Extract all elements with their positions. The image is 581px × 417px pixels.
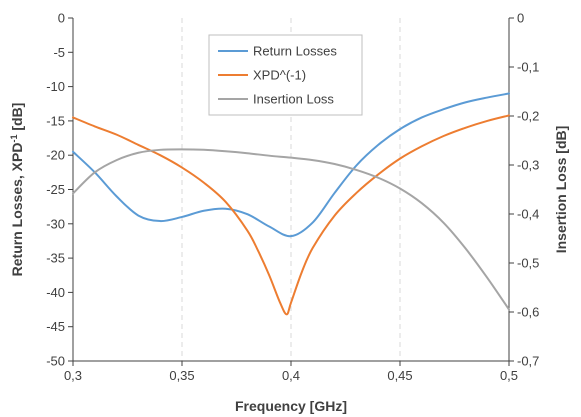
legend-label: XPD^(-1) — [253, 68, 306, 83]
y-axis-left-title-prefix: Return Losses, XPD — [9, 143, 25, 277]
y-left-tick-label: -40 — [46, 285, 65, 300]
y-left-tick-label: 0 — [58, 11, 65, 26]
legend-label: Return Losses — [253, 44, 337, 59]
series-line-insertion-loss — [72, 148, 510, 311]
y-left-tick-label: -30 — [46, 216, 65, 231]
y-right-tick-label: -0,2 — [517, 109, 539, 124]
y-axis-left-title-suffix: [dB] — [9, 103, 25, 135]
y-right-tick-label: -0,4 — [517, 207, 539, 222]
x-tick-label: 0,45 — [387, 368, 412, 383]
y-right-tick-label: -0,6 — [517, 305, 539, 320]
y-left-tick-label: -50 — [46, 354, 65, 369]
x-axis-title: Frequency [GHz] — [235, 398, 347, 414]
y-right-tick-label: 0 — [517, 11, 524, 26]
y-axis-left-title: Return Losses, XPD-1 [dB] — [9, 103, 25, 277]
x-tick-label: 0,5 — [500, 368, 518, 383]
y-left-tick-label: -45 — [46, 319, 65, 334]
legend-label: Insertion Loss — [253, 92, 334, 107]
y-left-tick-label: -20 — [46, 148, 65, 163]
series-line-xpd-1 — [72, 114, 510, 316]
y-right-tick-label: -0,1 — [517, 60, 539, 75]
series-line-return-losses — [72, 92, 510, 238]
y-left-tick-label: -25 — [46, 182, 65, 197]
y-left-tick-label: -15 — [46, 113, 65, 128]
y-left-tick-label: -10 — [46, 79, 65, 94]
y-right-tick-label: -0,5 — [517, 256, 539, 271]
y-left-tick-label: -35 — [46, 251, 65, 266]
y-right-tick-label: -0,3 — [517, 158, 539, 173]
series-lines — [72, 92, 510, 316]
x-tick-label: 0,35 — [169, 368, 194, 383]
y-axis-left-title-superscript: -1 — [9, 135, 19, 143]
legend: Return Losses XPD^(-1) Insertion Loss — [208, 34, 363, 116]
y-axis-right-title: Insertion Loss [dB] — [553, 126, 569, 254]
x-tick-label: 0,4 — [282, 368, 300, 383]
y-left-tick-label: -5 — [53, 45, 65, 60]
tick-labels: 0,3 0,35 0,4 0,45 0,5 0 -5 -10 -15 -20 -25 -30 -35 -4… — [46, 11, 539, 384]
y-right-tick-label: -0,7 — [517, 354, 539, 369]
x-tick-label: 0,3 — [64, 368, 82, 383]
